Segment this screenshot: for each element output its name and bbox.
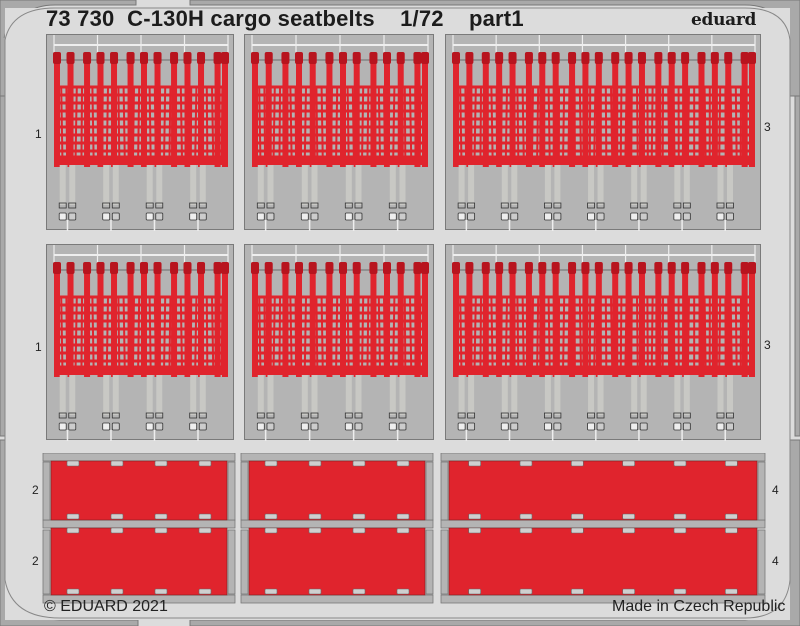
copyright-text: © EDUARD 2021 [44,598,168,615]
part-label: 2 [32,554,39,568]
part-label: 2 [32,483,39,497]
part-label: 3 [764,120,771,134]
brand-logo: eduard [691,10,757,30]
seatbelt-panel-small [244,34,434,231]
seatbelt-panel-small [46,34,234,231]
product-title: 73 730 C-130H cargo seatbelts 1/72 part1 [46,6,524,31]
part-label: 1 [35,340,42,354]
part-label: 4 [772,483,779,497]
seatbelt-panel-large [445,244,761,441]
cargo-pad-part-2 [42,452,236,605]
part-label: 1 [35,127,42,141]
seatbelt-panel-large [445,34,761,231]
cargo-pad-part-4 [440,452,766,605]
part-label: 4 [772,554,779,568]
seatbelt-panel-small [244,244,434,441]
part-label: 3 [764,338,771,352]
origin-text: Made in Czech Republic [612,598,786,615]
seatbelt-panel-small [46,244,234,441]
cargo-pad-part-2 [240,452,434,605]
